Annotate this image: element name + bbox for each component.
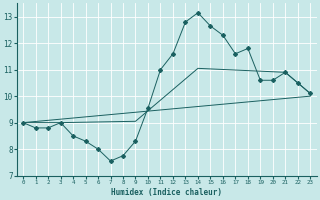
X-axis label: Humidex (Indice chaleur): Humidex (Indice chaleur) bbox=[111, 188, 222, 197]
